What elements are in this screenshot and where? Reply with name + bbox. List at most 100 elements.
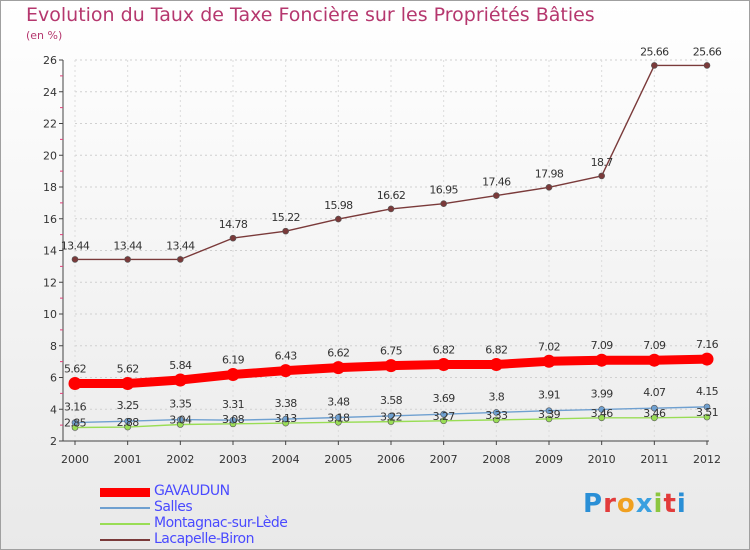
- data-label: 6.82: [485, 343, 507, 356]
- legend-swatch: [100, 523, 150, 525]
- data-label: 3.27: [433, 410, 456, 423]
- legend-label: GAVAUDUN: [154, 483, 230, 499]
- data-label: 7.02: [538, 340, 560, 353]
- data-label: 2.88: [117, 416, 140, 429]
- data-label: 3.8: [488, 390, 504, 403]
- data-label: 6.19: [222, 353, 245, 366]
- data-label: 16.95: [429, 184, 458, 197]
- data-point: [387, 205, 395, 213]
- x-tick-label: 2003: [219, 453, 247, 466]
- data-point: [703, 413, 711, 421]
- data-point: [440, 200, 447, 207]
- y-tick-label: 18: [43, 181, 57, 194]
- legend-swatch: [100, 487, 150, 497]
- data-point: [595, 353, 609, 367]
- y-tick-label: 16: [43, 213, 57, 226]
- chart-title: Evolution du Taux de Taxe Foncière sur l…: [26, 4, 595, 26]
- data-label: 15.98: [324, 199, 353, 212]
- data-point: [229, 234, 237, 242]
- data-label: 6.62: [327, 347, 349, 360]
- data-label: 3.99: [591, 387, 614, 400]
- data-point: [177, 416, 184, 423]
- data-point: [229, 416, 237, 424]
- data-point: [226, 367, 240, 381]
- data-label: 7.09: [591, 339, 614, 352]
- legend-label: Montagnac-sur-Lède: [154, 515, 288, 531]
- x-tick-label: 2011: [640, 453, 668, 466]
- data-label: 3.18: [327, 411, 350, 424]
- data-point: [598, 414, 605, 422]
- data-point: [387, 412, 395, 420]
- data-label: 3.48: [327, 396, 350, 409]
- x-tick-label: 2002: [166, 453, 194, 466]
- y-tick-label: 22: [43, 118, 57, 131]
- data-point: [545, 407, 553, 414]
- data-point: [703, 62, 711, 69]
- data-point: [173, 373, 187, 387]
- data-label: 3.08: [222, 413, 245, 426]
- data-label: 3.46: [591, 407, 614, 420]
- data-label: 15.22: [271, 211, 300, 224]
- data-label: 3.31: [222, 398, 244, 411]
- y-axis-unit: (en %): [26, 29, 63, 42]
- x-tick-label: 2007: [430, 453, 458, 466]
- data-label: 3.25: [117, 399, 140, 412]
- data-label: 3.39: [538, 408, 561, 421]
- y-tick-label: 10: [43, 308, 57, 321]
- data-label: 13.44: [61, 239, 90, 252]
- data-label: 3.04: [169, 413, 192, 426]
- data-point: [335, 215, 342, 223]
- data-point: [703, 403, 711, 411]
- data-point: [440, 410, 447, 418]
- data-point: [542, 354, 556, 368]
- data-point: [545, 184, 553, 191]
- data-label: 3.69: [433, 392, 456, 405]
- data-point: [68, 377, 82, 391]
- proxiti-logo: Proxiti: [583, 489, 687, 519]
- data-label: 17.46: [482, 176, 511, 189]
- data-point: [489, 357, 503, 371]
- data-label: 4.15: [696, 385, 719, 398]
- data-point: [124, 417, 131, 425]
- logo-letter: o: [616, 489, 636, 519]
- data-label: 7.09: [643, 339, 666, 352]
- legend-label: Salles: [154, 499, 193, 515]
- data-label: 2.85: [64, 417, 87, 430]
- data-point: [121, 377, 135, 391]
- y-tick-label: 14: [43, 245, 57, 258]
- data-point: [71, 419, 79, 426]
- data-label: 3.35: [169, 398, 192, 411]
- data-label: 5.62: [117, 363, 139, 376]
- data-point: [651, 404, 658, 412]
- x-tick-label: 2012: [693, 453, 721, 466]
- data-label: 18.7: [591, 156, 614, 169]
- x-tick-label: 2000: [61, 453, 89, 466]
- data-label: 3.46: [643, 407, 666, 420]
- data-point: [437, 357, 451, 371]
- data-point: [124, 256, 131, 263]
- data-label: 16.62: [377, 189, 406, 202]
- data-label: 3.33: [485, 409, 508, 422]
- data-label: 17.98: [535, 167, 564, 180]
- legend-swatch: [100, 539, 150, 541]
- data-point: [545, 415, 553, 423]
- data-point: [331, 361, 345, 375]
- data-point: [700, 352, 714, 366]
- y-tick-label: 2: [50, 435, 57, 448]
- logo-letter: P: [583, 489, 604, 519]
- data-point: [647, 353, 661, 367]
- x-tick-label: 2004: [272, 453, 300, 466]
- y-tick-label: 26: [43, 54, 57, 67]
- data-label: 3.22: [380, 411, 402, 424]
- x-tick-label: 2005: [324, 453, 352, 466]
- data-point: [598, 172, 605, 180]
- x-tick-label: 2008: [482, 453, 510, 466]
- data-label: 5.84: [169, 359, 192, 372]
- logo-letter: i: [653, 489, 664, 519]
- data-label: 14.78: [219, 218, 248, 231]
- data-label: 13.44: [113, 239, 142, 252]
- data-point: [177, 256, 184, 263]
- data-point: [282, 227, 289, 235]
- data-point: [71, 256, 79, 263]
